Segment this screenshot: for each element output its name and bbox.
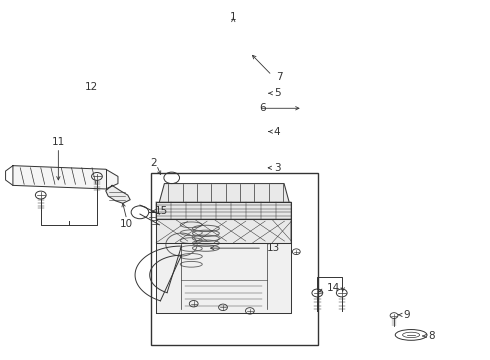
- Text: 3: 3: [274, 163, 281, 173]
- Polygon shape: [159, 184, 289, 202]
- Text: 10: 10: [120, 219, 133, 229]
- Text: 4: 4: [274, 127, 281, 136]
- Text: 14: 14: [326, 283, 340, 293]
- Polygon shape: [156, 243, 292, 313]
- Text: 5: 5: [274, 88, 281, 98]
- Polygon shape: [13, 166, 118, 189]
- Text: 7: 7: [276, 72, 283, 82]
- Text: 6: 6: [259, 103, 266, 113]
- Polygon shape: [156, 220, 292, 243]
- Text: 13: 13: [267, 243, 280, 253]
- Text: 8: 8: [428, 331, 435, 341]
- Bar: [151, 173, 318, 345]
- Polygon shape: [156, 202, 292, 220]
- Text: 9: 9: [403, 310, 410, 320]
- Text: 1: 1: [230, 12, 237, 22]
- Text: 12: 12: [84, 82, 98, 93]
- Text: 11: 11: [52, 138, 65, 147]
- Polygon shape: [106, 185, 130, 203]
- Text: 15: 15: [155, 206, 169, 216]
- Text: 2: 2: [150, 158, 156, 168]
